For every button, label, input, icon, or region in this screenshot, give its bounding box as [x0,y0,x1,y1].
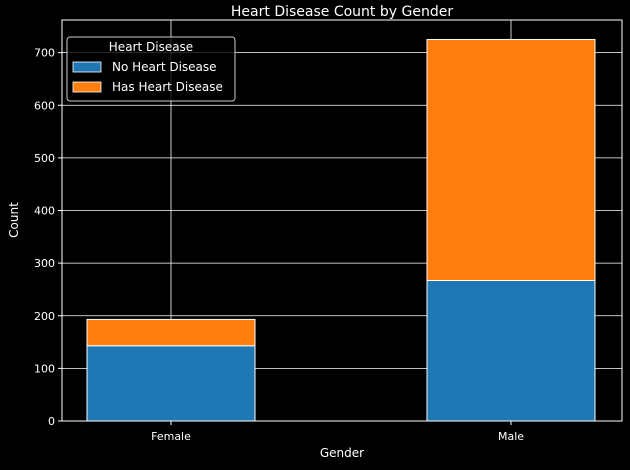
legend-swatch [72,61,102,73]
legend: Heart Disease No Heart Disease Has Heart … [66,36,236,102]
bar-female-has-heart-disease [86,318,256,347]
legend-title: Heart Disease [109,40,193,54]
chart-title: Heart Disease Count by Gender [231,4,453,20]
bar-female-no-heart-disease [86,345,256,422]
legend-box [66,36,236,102]
y-tick-label: 0 [48,415,55,428]
legend-entry-label: No Heart Disease [112,60,217,74]
plot-frame [61,19,623,422]
y-tick-label: 400 [34,205,55,218]
x-tick-label: Male [498,430,524,443]
y-axis-label: Count [7,202,21,238]
bar-male-no-heart-disease [426,279,596,422]
legend-entry-label: Has Heart Disease [112,80,223,94]
bar-layer [86,38,596,422]
legend-swatch [72,81,102,93]
tick-layer: 0 100 200 300 400 500 600 700 Female Male [34,47,524,443]
bar-male-has-heart-disease [426,38,596,281]
y-tick-label: 300 [34,257,55,270]
y-tick-label: 700 [34,47,55,60]
y-tick-label: 500 [34,152,55,165]
y-tick-label: 600 [34,99,55,112]
y-tick-label: 100 [34,362,55,375]
y-tick-label: 200 [34,310,55,323]
x-axis-label: Gender [320,446,364,460]
x-tick-label: Female [151,430,191,443]
legend-entries: No Heart Disease Has Heart Disease [72,60,223,94]
